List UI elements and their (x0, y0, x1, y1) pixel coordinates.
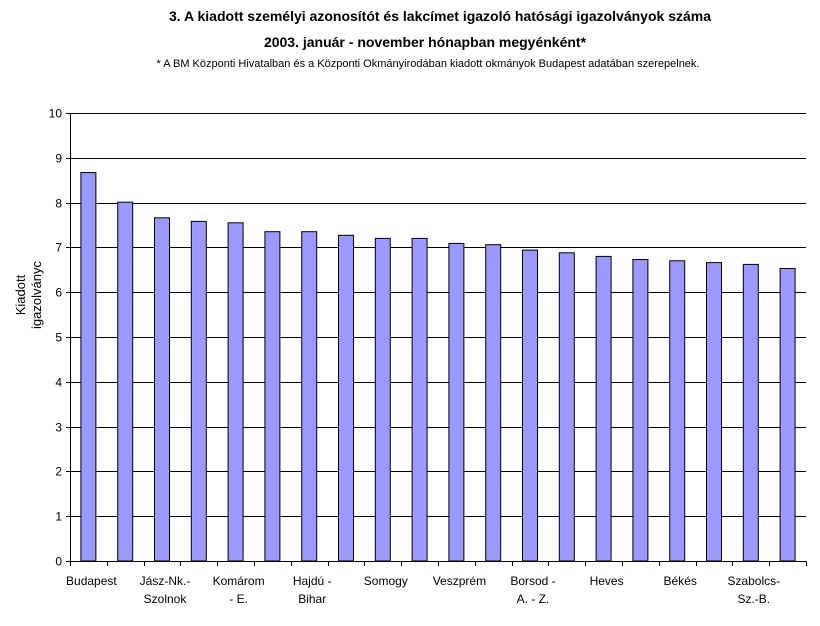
y-tick-label: 9 (55, 152, 62, 166)
chart-subtitle: 2003. január - november hónapban megyénk… (263, 34, 587, 50)
bar (117, 201, 134, 562)
x-tick-label: Sz.-B. (737, 592, 770, 606)
x-tick-label: Veszprém (433, 574, 486, 588)
x-tick-label: - E. (229, 592, 248, 606)
bar (154, 217, 170, 562)
y-tick-label: 5 (55, 331, 62, 345)
bar (522, 249, 538, 562)
bar (80, 172, 97, 562)
bar (227, 222, 244, 562)
bar (669, 260, 686, 562)
chart-title: 3. A kiadott személyi azonosítót és lakc… (168, 8, 711, 24)
bar (338, 234, 354, 562)
x-tick-label: Budapest (66, 574, 117, 588)
x-tick-label: Komárom (213, 574, 265, 588)
y-tick-label: 6 (55, 286, 62, 300)
bar (264, 231, 281, 562)
x-tick-label: Szabolcs- (727, 574, 780, 588)
bar (448, 242, 465, 562)
x-tick-label: A. - Z. (517, 592, 550, 606)
x-tick-label: Borsod - (510, 574, 555, 588)
y-tick-label: 0 (55, 555, 62, 569)
x-tick-label: Heves (590, 574, 624, 588)
y-tick-label: 7 (55, 241, 62, 255)
bar (632, 259, 649, 562)
bar (411, 237, 428, 562)
x-tick-label: Hajdú - (293, 574, 332, 588)
y-tick-label: 3 (55, 421, 62, 435)
x-tick-label: Jász-Nk.- (140, 574, 191, 588)
x-tick-label: Békés (664, 574, 697, 588)
y-tick-label: 2 (55, 465, 62, 479)
bar (374, 237, 391, 562)
bar (779, 268, 796, 562)
bar (485, 244, 502, 562)
y-tick-label: 4 (55, 376, 62, 390)
bar (301, 231, 318, 562)
bar (706, 262, 722, 562)
bar (742, 263, 759, 562)
y-tick-label: 10 (49, 107, 63, 121)
bar (558, 252, 575, 562)
y-tick-label: 8 (55, 197, 62, 211)
y-axis-label: igazolványc (29, 261, 44, 329)
x-tick-label: Bihar (298, 592, 326, 606)
y-axis-label: Kiadott (13, 274, 28, 315)
bar (595, 255, 612, 562)
bar (190, 220, 207, 562)
y-tick-label: 1 (55, 510, 62, 524)
x-tick-label: Szolnok (144, 592, 188, 606)
x-tick-label: Somogy (364, 574, 408, 588)
chart-footnote: * A BM Központi Hivatalban és a Központi… (156, 58, 700, 70)
